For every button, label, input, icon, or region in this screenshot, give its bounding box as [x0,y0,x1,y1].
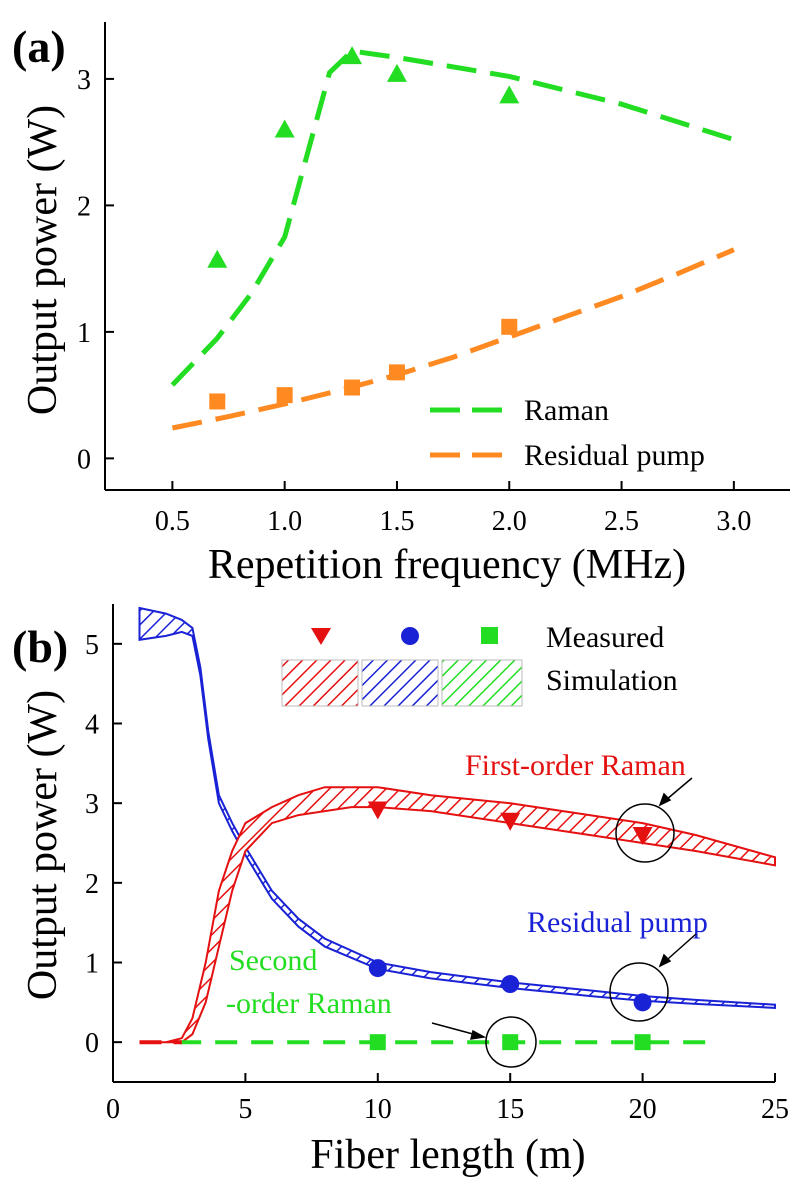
panel-a-residual-pump-measured-point [209,393,226,410]
annotation-first-order-raman: First-order Raman [465,749,686,782]
panel-a-legend: Raman Residual pump [430,394,705,472]
panel-b-markers [367,801,653,1051]
panel-a-residual-pump-measured-point [276,387,293,404]
annotation-circle-second-order-raman [485,1016,537,1068]
panel-b-y-tick-label: 5 [85,630,99,661]
annotation-residual-pump: Residual pump [527,906,708,939]
annotation-arrowhead-second-order-raman [469,1029,487,1040]
panel-a-y-tick-label: 1 [77,318,91,349]
panel-a-y-tick-label: 2 [77,191,91,222]
panel-b-x-tick-label: 15 [496,1094,524,1125]
panel-b-annotations: First-order Raman Residual pump Second -… [226,749,708,1068]
panel-a-x-tick-label: 1.0 [267,506,302,537]
panel-b-label: (b) [12,621,68,672]
annotation-circle-residual-pump [609,962,669,1022]
panel-a-raman-measured-point [274,119,295,138]
panel-b-legend: Measured Simulation [281,621,678,707]
panel-b-y-tick-label: 0 [85,1028,99,1059]
panel-a-x-tick-label: 3.0 [716,506,751,537]
panel-a: (a) Output power (W) Repetition frequenc… [12,21,790,588]
panel-b-first-order-raman-measured-point [367,801,388,820]
panel-b-second-order-raman-measured-point [634,1034,651,1051]
annotation-second-order-raman-line1: Second [229,944,317,977]
panel-b-y-tick-label: 1 [85,949,99,980]
panel-a-raman-measured-point [386,63,407,82]
annotation-circle-first-order-raman [615,803,675,863]
panel-b: (b) Output power (W) Fiber length (m) 0 5… [12,604,789,1178]
panel-a-y-tick-label: 3 [77,65,91,96]
panel-b-x-tick-label: 0 [106,1094,120,1125]
panel-b-x-tick-label: 20 [629,1094,657,1125]
panel-b-second-order-raman-measured-point [502,1034,519,1051]
panel-a-y-axis-title: Output power (W) [20,105,66,415]
panel-a-x-tick-label: 2.5 [604,506,639,537]
legend-simulation-green-swatch [441,659,523,707]
panel-b-x-tick-label: 5 [238,1094,252,1125]
panel-b-first-order-raman-measured-point [500,812,521,831]
panel-a-x-tick-label: 1.5 [379,506,414,537]
panel-a-y-tick-label: 0 [77,444,91,475]
panel-a-markers [207,46,520,410]
panel-b-y-axis-title: Output power (W) [20,690,66,1000]
legend-measured-label: Measured [546,621,664,654]
panel-b-x-tick-label: 10 [364,1094,392,1125]
annotation-arrowhead-first-order-raman [658,792,672,807]
panel-a-residual-pump-measured-point [344,379,361,396]
panel-b-y-tick-label: 2 [85,869,99,900]
panel-b-residual-pump-measured-point [501,975,520,994]
panel-b-x-tick-label: 25 [761,1094,789,1125]
legend-simulation-blue-swatch [361,659,439,707]
panel-b-first-order-raman-measured-point [632,827,653,846]
panel-b-second-order-raman-measured-point [369,1034,386,1051]
legend-measured-square-icon [481,627,498,644]
annotation-arrowhead-residual-pump [658,953,672,968]
panel-b-x-axis-title: Fiber length (m) [310,1132,585,1178]
panel-b-first-order-raman-band [139,786,776,1044]
legend-measured-circle-icon [401,627,419,645]
panel-a-residual-pump-line [171,247,735,431]
legend-measured-triangle-icon [311,628,331,645]
panel-b-residual-pump-band [138,606,776,1009]
panel-b-y-tick-label: 3 [85,789,99,820]
panel-a-x-axis-title: Repetition frequency (MHz) [208,542,686,588]
panel-a-raman-measured-point [207,249,228,268]
panel-b-ticks: 0 5 10 15 20 25 0 1 2 3 4 5 [85,630,789,1125]
panel-a-x-tick-label: 0.5 [155,506,190,537]
panel-b-residual-pump-measured-point [633,993,652,1012]
panel-a-residual-pump-measured-point [501,318,518,335]
legend-simulation-label: Simulation [546,664,678,697]
panel-a-residual-pump-measured-point [388,364,405,381]
panel-a-raman-measured-point [499,85,520,104]
legend-simulation-red-swatch [281,659,359,707]
panel-a-raman-line [170,48,735,387]
legend-residual-pump-label: Residual pump [524,439,705,472]
panel-a-raman-measured-point [342,46,363,65]
panel-b-residual-pump-measured-point [368,959,387,978]
annotation-second-order-raman-line2: -order Raman [226,987,392,1020]
panel-b-y-tick-label: 4 [85,710,99,741]
panel-a-ticks: 0.5 1.0 1.5 2.0 2.5 3.0 0 1 2 3 [77,65,751,537]
legend-raman-label: Raman [524,394,609,427]
panel-a-label: (a) [12,21,66,72]
panel-a-x-tick-label: 2.0 [492,506,527,537]
